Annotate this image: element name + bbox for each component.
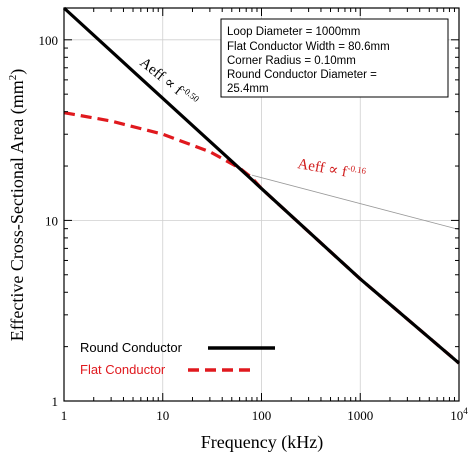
info-line-2: Flat Conductor Width = 80.6mm [227,41,390,53]
x-tick-label: 104 [450,406,468,423]
reference-slope-line [251,174,460,230]
axis-ticks: 1 10 100 1000 104 1 10 100 [39,8,468,423]
series-line-round-conductor [62,6,461,365]
x-tick-label: 10 [156,408,169,423]
legend-label-flat: Flat Conductor [80,362,166,377]
info-line-5: 25.4mm [227,83,269,95]
legend: Round Conductor Flat Conductor [80,340,275,377]
series-group [62,6,461,365]
annotation-flat-text: Aeff ∝ f [296,156,348,180]
y-axis-label-close: ) [7,69,28,75]
info-line-1: Loop Diameter = 1000mm [227,26,360,38]
info-box: Loop Diameter = 1000mm Flat Conductor Wi… [220,18,449,98]
legend-label-round: Round Conductor [80,340,183,355]
y-tick-label: 1 [52,394,59,409]
y-axis-label: Effective Cross-Sectional Area (mm2) [7,69,28,342]
y-tick-label: 10 [45,213,58,228]
x-axis-label: Frequency (kHz) [201,432,323,453]
annotation-round-exponent: -0.50 [180,84,201,104]
y-axis-label-sup: 2 [7,75,19,81]
reference-line [251,174,460,230]
annotation-flat-slope: Aeff ∝ f-0.16 [296,154,367,184]
annotation-flat-exponent: -0.16 [347,163,368,176]
info-line-4: Round Conductor Diameter = [227,69,377,81]
x-tick-label: 100 [252,408,272,423]
svg-text:Loop Diameter = 1000mm F: Loop Diameter = 1000mm Flat Conductor Wi… [227,26,393,95]
y-tick-label: 100 [39,33,59,48]
info-line-3: Corner Radius = 0.10mm [227,55,356,67]
x-tick-label: 1000 [347,408,373,423]
annotation-round-text: Aeff ∝ f [136,55,185,99]
y-axis-label-main: Effective Cross-Sectional Area (mm [7,80,28,341]
x-tick-label: 1 [61,408,68,423]
